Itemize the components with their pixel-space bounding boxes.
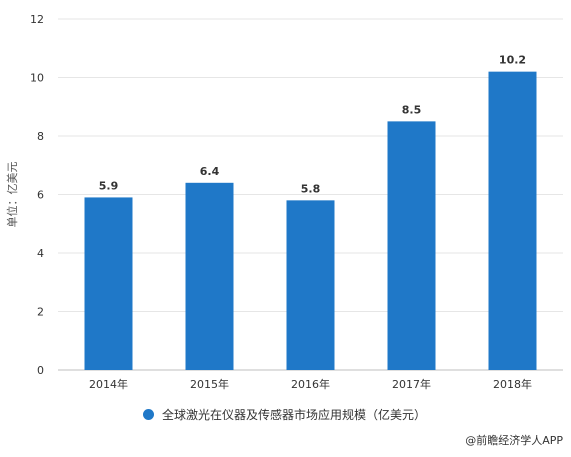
y-tick-label: 6 bbox=[37, 189, 44, 202]
data-label: 5.8 bbox=[301, 182, 321, 195]
x-axis-ticks: 2014年 2015年 2016年 2017年 2018年 bbox=[89, 377, 532, 391]
y-tick-label: 4 bbox=[37, 247, 44, 260]
y-tick-label: 10 bbox=[30, 72, 44, 85]
bar bbox=[84, 197, 133, 370]
x-tick-label: 2015年 bbox=[190, 377, 229, 391]
data-label: 5.9 bbox=[99, 179, 119, 192]
legend-label: 全球激光在仪器及传感器市场应用规模（亿美元） bbox=[162, 408, 427, 422]
data-labels: 5.9 6.4 5.8 8.5 10.2 bbox=[99, 54, 526, 196]
bar bbox=[488, 71, 537, 371]
y-tick-label: 2 bbox=[37, 306, 44, 319]
y-axis-ticks: 0 2 4 6 8 10 12 bbox=[30, 13, 44, 377]
y-tick-label: 0 bbox=[37, 364, 44, 377]
data-label: 10.2 bbox=[499, 54, 526, 67]
bar bbox=[286, 200, 335, 370]
legend-swatch bbox=[143, 409, 154, 420]
y-tick-label: 8 bbox=[37, 130, 44, 143]
y-axis-title: 单位：亿美元 bbox=[5, 162, 19, 228]
y-tick-label: 12 bbox=[30, 13, 44, 26]
x-tick-label: 2016年 bbox=[291, 377, 330, 391]
data-label: 8.5 bbox=[402, 103, 422, 116]
legend: 全球激光在仪器及传感器市场应用规模（亿美元） bbox=[143, 406, 426, 423]
x-tick-label: 2018年 bbox=[493, 377, 532, 391]
x-tick-label: 2014年 bbox=[89, 377, 128, 391]
bars bbox=[84, 71, 537, 371]
source-credit: @前瞻经济学人APP bbox=[465, 434, 563, 447]
x-tick-label: 2017年 bbox=[392, 377, 431, 391]
bar bbox=[185, 182, 234, 370]
data-label: 6.4 bbox=[200, 165, 220, 178]
bar bbox=[387, 121, 436, 370]
